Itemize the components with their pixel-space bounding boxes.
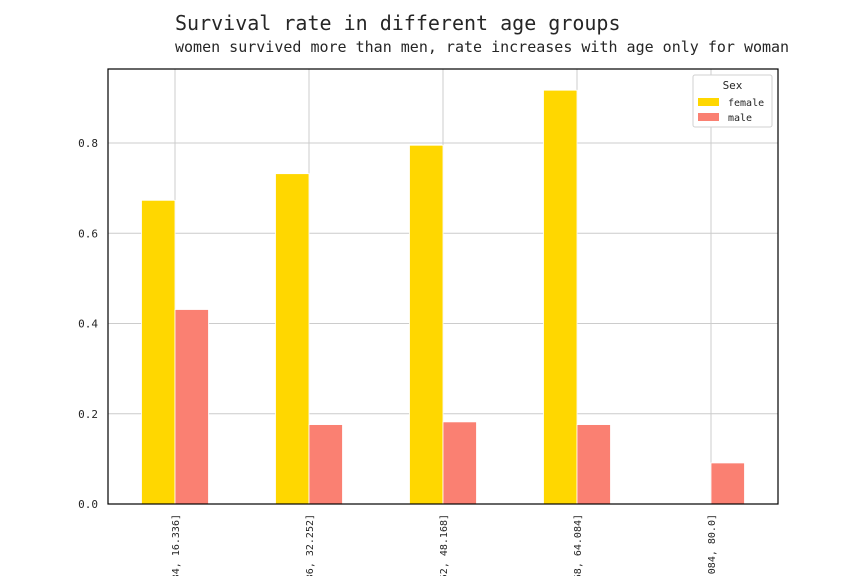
x-tick-label: (64.084, 80.0] [707, 514, 718, 576]
bar [543, 89, 578, 505]
x-tick-label: (32.252, 48.168] [439, 514, 450, 576]
legend-label: male [728, 113, 752, 124]
y-tick-label: 0.8 [78, 137, 98, 150]
y-tick-label: 0.6 [78, 227, 98, 240]
legend-title: Sex [723, 79, 743, 92]
y-tick-label: 0.2 [78, 408, 98, 421]
bar [174, 309, 209, 505]
bar [275, 173, 310, 505]
y-tick-label: 0.4 [78, 318, 98, 331]
bar [442, 421, 477, 505]
chart-title: Survival rate in different age groups [175, 11, 621, 35]
chart-subtitle: women survived more than men, rate incre… [175, 38, 789, 56]
x-tick-label: (0.34, 16.336] [171, 514, 182, 576]
x-tick-label: (48.168, 64.084] [573, 514, 584, 576]
x-tick-label: (16.336, 32.252] [305, 514, 316, 576]
legend-swatch [698, 113, 719, 121]
y-tick-label: 0.0 [78, 498, 98, 511]
bar [141, 199, 176, 505]
plot-frame [107, 68, 779, 505]
legend-label: female [728, 98, 764, 109]
bar [409, 144, 444, 505]
bar [308, 424, 343, 505]
bar [576, 424, 611, 505]
bar [710, 462, 745, 505]
legend-swatch [698, 98, 719, 106]
